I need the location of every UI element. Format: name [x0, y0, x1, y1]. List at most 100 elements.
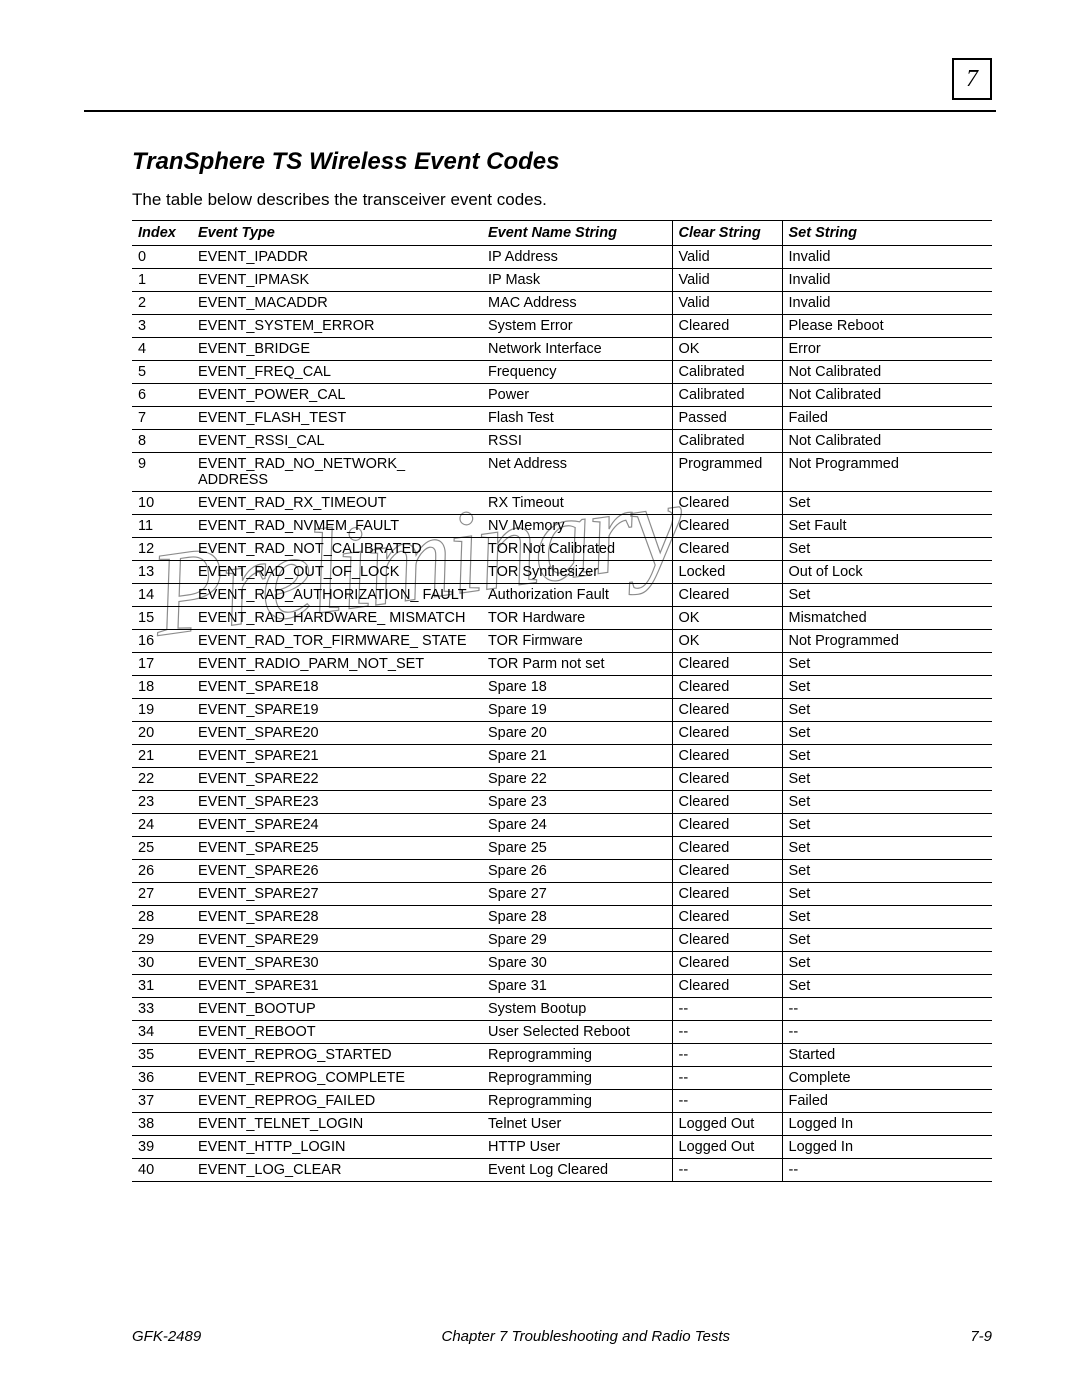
table-cell: EVENT_REPROG_FAILED	[192, 1090, 482, 1113]
table-cell: Cleared	[672, 676, 782, 699]
table-cell: 1	[132, 269, 192, 292]
table-row: 30EVENT_SPARE30Spare 30ClearedSet	[132, 952, 992, 975]
table-cell: Set	[782, 814, 992, 837]
table-row: 38EVENT_TELNET_LOGINTelnet UserLogged Ou…	[132, 1113, 992, 1136]
table-cell: EVENT_RADIO_PARM_NOT_SET	[192, 653, 482, 676]
table-cell: EVENT_RAD_OUT_OF_LOCK	[192, 561, 482, 584]
table-cell: EVENT_FREQ_CAL	[192, 361, 482, 384]
table-cell: Set	[782, 768, 992, 791]
table-cell: Cleared	[672, 929, 782, 952]
table-cell: Spare 29	[482, 929, 672, 952]
table-cell: Set	[782, 837, 992, 860]
table-cell: 38	[132, 1113, 192, 1136]
table-cell: --	[672, 1021, 782, 1044]
table-cell: 25	[132, 837, 192, 860]
table-cell: Programmed	[672, 453, 782, 492]
table-cell: Spare 31	[482, 975, 672, 998]
table-cell: 12	[132, 538, 192, 561]
table-cell: Spare 26	[482, 860, 672, 883]
table-cell: Set	[782, 676, 992, 699]
table-cell: Event Log Cleared	[482, 1159, 672, 1182]
table-cell: Set Fault	[782, 515, 992, 538]
table-row: 27EVENT_SPARE27Spare 27ClearedSet	[132, 883, 992, 906]
table-cell: 5	[132, 361, 192, 384]
table-row: 3EVENT_SYSTEM_ERRORSystem ErrorClearedPl…	[132, 315, 992, 338]
table-cell: EVENT_REPROG_STARTED	[192, 1044, 482, 1067]
table-cell: EVENT_BOOTUP	[192, 998, 482, 1021]
table-cell: --	[672, 998, 782, 1021]
table-row: 12EVENT_RAD_NOT_CALIBRATEDTOR Not Calibr…	[132, 538, 992, 561]
table-cell: Cleared	[672, 315, 782, 338]
table-cell: Cleared	[672, 745, 782, 768]
table-cell: Cleared	[672, 952, 782, 975]
col-index: Index	[132, 221, 192, 246]
table-cell: Invalid	[782, 269, 992, 292]
table-cell: Cleared	[672, 906, 782, 929]
table-row: 17EVENT_RADIO_PARM_NOT_SETTOR Parm not s…	[132, 653, 992, 676]
table-cell: EVENT_RAD_NOT_CALIBRATED	[192, 538, 482, 561]
table-row: 37EVENT_REPROG_FAILEDReprogramming--Fail…	[132, 1090, 992, 1113]
footer-center: Chapter 7 Troubleshooting and Radio Test…	[201, 1328, 970, 1345]
table-cell: EVENT_RAD_HARDWARE_ MISMATCH	[192, 607, 482, 630]
table-row: 24EVENT_SPARE24Spare 24ClearedSet	[132, 814, 992, 837]
table-body: 0EVENT_IPADDRIP AddressValidInvalid1EVEN…	[132, 246, 992, 1182]
table-row: 2EVENT_MACADDRMAC AddressValidInvalid	[132, 292, 992, 315]
table-cell: EVENT_SPARE19	[192, 699, 482, 722]
table-row: 6EVENT_POWER_CALPowerCalibratedNot Calib…	[132, 384, 992, 407]
table-cell: Please Reboot	[782, 315, 992, 338]
table-cell: EVENT_SPARE18	[192, 676, 482, 699]
table-cell: --	[782, 1021, 992, 1044]
table-cell: Logged Out	[672, 1136, 782, 1159]
table-cell: Complete	[782, 1067, 992, 1090]
col-event-name: Event Name String	[482, 221, 672, 246]
table-cell: 6	[132, 384, 192, 407]
table-cell: Set	[782, 745, 992, 768]
footer-left: GFK-2489	[132, 1328, 201, 1345]
table-cell: Valid	[672, 292, 782, 315]
table-cell: Not Calibrated	[782, 430, 992, 453]
table-cell: Cleared	[672, 814, 782, 837]
table-cell: Out of Lock	[782, 561, 992, 584]
table-row: 23EVENT_SPARE23Spare 23ClearedSet	[132, 791, 992, 814]
table-cell: Failed	[782, 407, 992, 430]
table-row: 21EVENT_SPARE21Spare 21ClearedSet	[132, 745, 992, 768]
table-cell: Cleared	[672, 837, 782, 860]
table-cell: Flash Test	[482, 407, 672, 430]
table-cell: 4	[132, 338, 192, 361]
table-cell: Spare 24	[482, 814, 672, 837]
table-cell: Started	[782, 1044, 992, 1067]
table-cell: EVENT_IPMASK	[192, 269, 482, 292]
table-cell: 26	[132, 860, 192, 883]
table-cell: OK	[672, 607, 782, 630]
table-cell: Set	[782, 906, 992, 929]
table-cell: Error	[782, 338, 992, 361]
table-cell: Spare 27	[482, 883, 672, 906]
page-number-box: 7	[952, 58, 992, 100]
table-cell: 19	[132, 699, 192, 722]
table-cell: EVENT_SPARE23	[192, 791, 482, 814]
table-cell: RSSI	[482, 430, 672, 453]
table-cell: EVENT_RAD_AUTHORIZATION_ FAULT	[192, 584, 482, 607]
table-cell: EVENT_LOG_CLEAR	[192, 1159, 482, 1182]
event-codes-table: Index Event Type Event Name String Clear…	[132, 220, 992, 1182]
table-cell: Frequency	[482, 361, 672, 384]
table-cell: 8	[132, 430, 192, 453]
table-cell: Reprogramming	[482, 1090, 672, 1113]
header-rule	[84, 110, 996, 112]
table-row: 0EVENT_IPADDRIP AddressValidInvalid	[132, 246, 992, 269]
table-row: 4EVENT_BRIDGENetwork InterfaceOKError	[132, 338, 992, 361]
table-cell: EVENT_MACADDR	[192, 292, 482, 315]
table-cell: 39	[132, 1136, 192, 1159]
table-row: 16EVENT_RAD_TOR_FIRMWARE_ STATETOR Firmw…	[132, 630, 992, 653]
table-cell: Spare 18	[482, 676, 672, 699]
table-cell: Cleared	[672, 860, 782, 883]
table-cell: 18	[132, 676, 192, 699]
col-event-type: Event Type	[192, 221, 482, 246]
table-row: 7EVENT_FLASH_TESTFlash TestPassedFailed	[132, 407, 992, 430]
table-cell: Cleared	[672, 584, 782, 607]
table-cell: 14	[132, 584, 192, 607]
table-cell: OK	[672, 630, 782, 653]
table-cell: 7	[132, 407, 192, 430]
table-cell: Spare 23	[482, 791, 672, 814]
table-cell: 28	[132, 906, 192, 929]
